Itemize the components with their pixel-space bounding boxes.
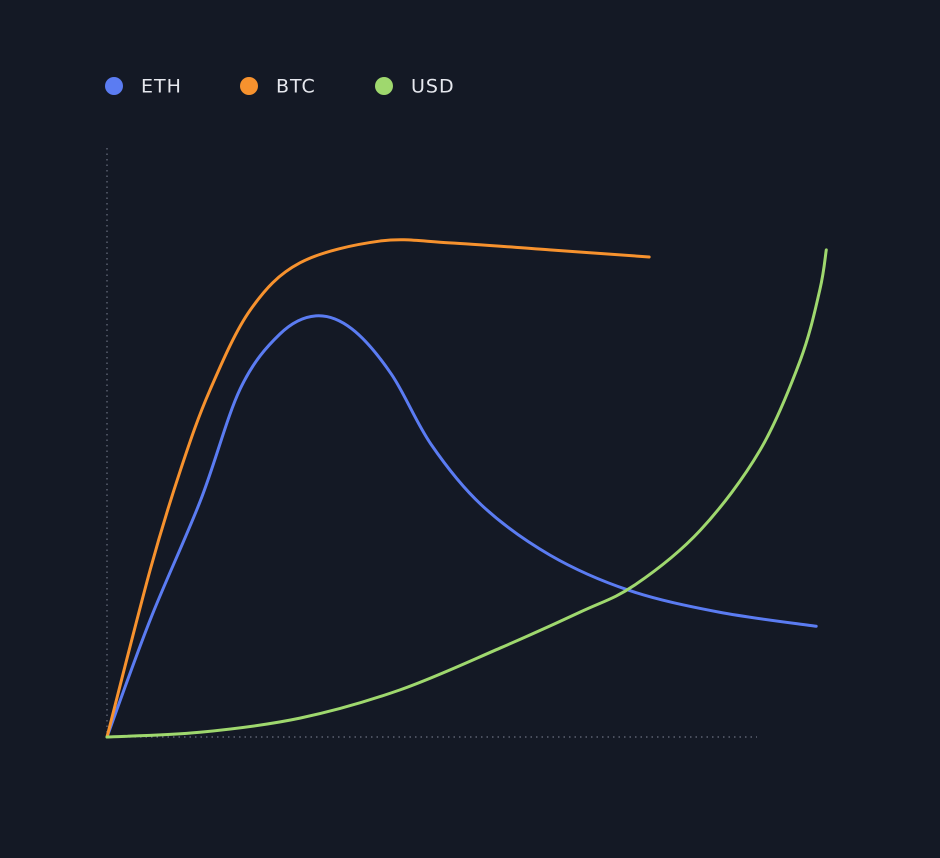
- line: [105, 248, 828, 739]
- legend-marker: [105, 77, 123, 95]
- legend-label: BTC: [276, 76, 316, 98]
- legend-marker: [375, 77, 393, 95]
- legend-marker: [240, 77, 258, 95]
- legend-label: USD: [411, 76, 455, 98]
- legend-label: ETH: [141, 76, 182, 98]
- legend: ETH BTC USD: [105, 76, 455, 98]
- line: [105, 314, 818, 739]
- line: [105, 238, 651, 739]
- plot: [105, 238, 828, 739]
